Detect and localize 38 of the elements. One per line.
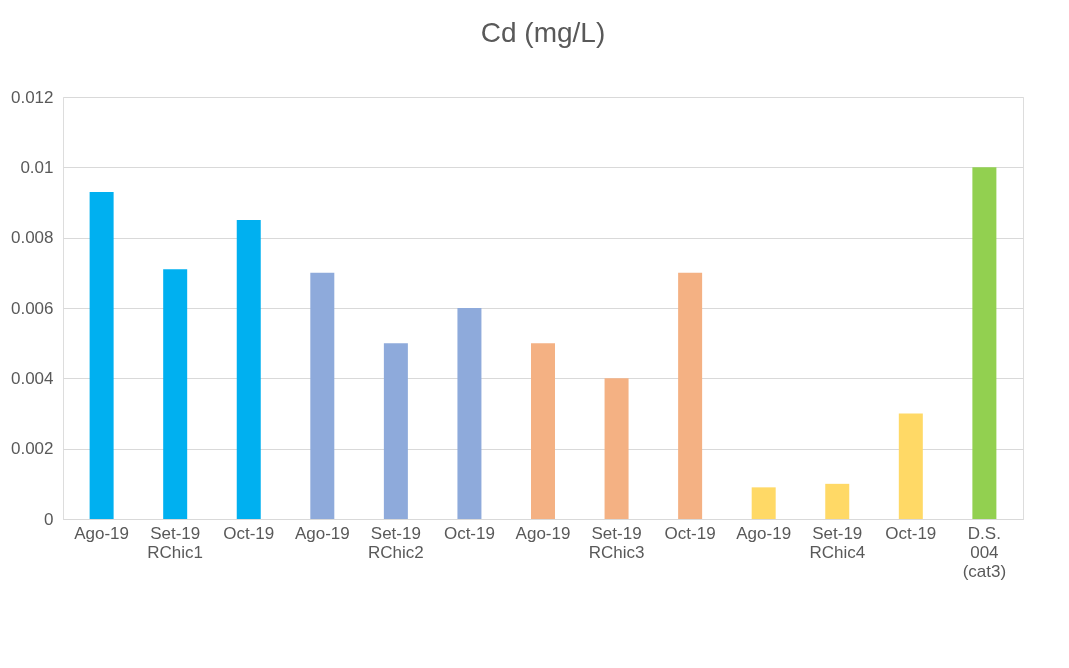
x-tick-label: Ago-19 (294, 523, 350, 543)
bar (898, 413, 923, 519)
bar (604, 378, 629, 519)
bar (972, 167, 997, 519)
x-tick-label: Oct-19 (885, 523, 937, 543)
x-tick-label: D.S. 004 (cat3) (962, 523, 1007, 581)
y-tick-label: 0.004 (10, 368, 54, 388)
y-tick-label: 0.002 (10, 439, 54, 459)
x-tick-label: Oct-19 (443, 523, 495, 543)
bar (751, 487, 776, 519)
bar (163, 269, 188, 519)
x-tick-label: Ago-19 (74, 523, 130, 543)
y-tick-label: 0.012 (10, 87, 54, 107)
x-tick-label: Oct-19 (664, 523, 716, 543)
bar (825, 483, 850, 519)
y-tick-label: 0.01 (20, 157, 54, 177)
x-tick-label: Set-19 (370, 523, 421, 543)
bar (457, 308, 482, 519)
y-tick-label: 0 (44, 509, 54, 529)
bar (383, 343, 408, 519)
text: RChic4 (809, 542, 866, 562)
y-tick-label: 0.006 (10, 298, 54, 318)
bar (310, 272, 335, 519)
text: RChic1 (147, 542, 204, 562)
x-tick-label: Set-19 (150, 523, 201, 543)
x-tick-label: Set-19 (812, 523, 863, 543)
bar (236, 220, 261, 519)
x-tick-label: Oct-19 (223, 523, 275, 543)
x-tick-label: Set-19 (591, 523, 642, 543)
bar (531, 343, 555, 519)
x-tick-label: Ago-19 (736, 523, 792, 543)
bar (678, 272, 703, 519)
y-tick-label: 0.008 (10, 228, 54, 248)
x-tick-label: Ago-19 (515, 523, 571, 543)
bar (89, 191, 114, 519)
chart-title: Cd (mg/L) (480, 17, 606, 48)
text: RChic3 (588, 542, 645, 562)
text: RChic2 (368, 542, 424, 562)
